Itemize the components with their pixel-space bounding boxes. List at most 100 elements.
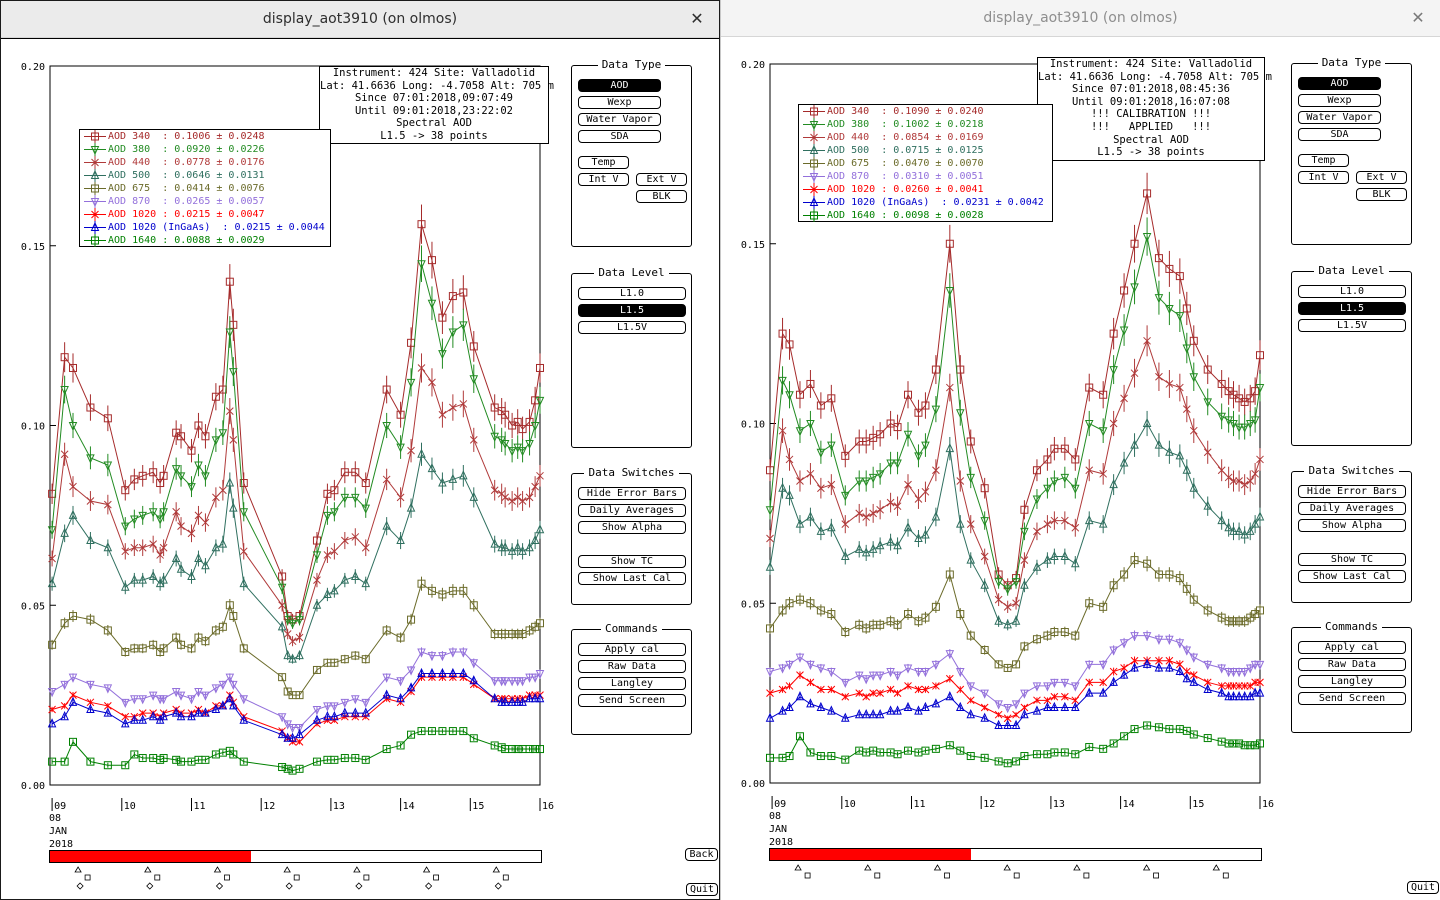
- blk-button[interactable]: BLK: [1356, 188, 1407, 201]
- data-point: [862, 692, 871, 701]
- data-point: [914, 705, 923, 715]
- data-point: [904, 682, 912, 690]
- data-point: [438, 410, 447, 419]
- langley-button[interactable]: Langley: [1298, 675, 1406, 688]
- aod-button[interactable]: AOD: [1298, 77, 1381, 90]
- data-point: [1071, 682, 1080, 692]
- l1-5v-button[interactable]: L1.5V: [578, 321, 686, 334]
- legend-stat: : 0.1090 ± 0.0240: [869, 106, 984, 117]
- legend-stat: : 0.1006 ± 0.0248: [150, 131, 265, 142]
- l1-5v-button[interactable]: L1.5V: [1298, 319, 1406, 332]
- data-point: [1020, 689, 1029, 699]
- data-point: [438, 652, 447, 662]
- int-v-button[interactable]: Int V: [1298, 171, 1349, 184]
- close-icon[interactable]: ✕: [1411, 8, 1425, 27]
- daily-averages-button[interactable]: Daily Averages: [1298, 502, 1406, 515]
- legend-stat: : 0.0414 ± 0.0076: [150, 183, 265, 194]
- data-point: [229, 612, 238, 621]
- temp-button[interactable]: Temp: [1298, 154, 1349, 167]
- show-alpha-button[interactable]: Show Alpha: [1298, 519, 1406, 532]
- raw-data-button[interactable]: Raw Data: [578, 660, 686, 673]
- data-point: [396, 534, 405, 545]
- info-line: Since 07:01:2018,09:07:49: [354, 92, 514, 105]
- data-point: [904, 610, 913, 619]
- data-point: [886, 536, 895, 546]
- ext-v-button[interactable]: Ext V: [636, 173, 687, 186]
- water-vapor-button[interactable]: Water Vapor: [1298, 111, 1381, 124]
- legend: AOD 340 : 0.1006 ± 0.0248 AOD 380 : 0.092…: [79, 129, 331, 247]
- titlebar[interactable]: display_aot3910 (on olmos) ✕: [721, 0, 1440, 37]
- show-alpha-button[interactable]: Show Alpha: [578, 521, 686, 534]
- apply-cal-button[interactable]: Apply cal: [578, 643, 686, 656]
- data-point: [225, 693, 235, 703]
- data-point: [351, 493, 360, 504]
- legend-entry-aod-500: AOD 500 : 0.0646 ± 0.0131: [80, 169, 330, 182]
- data-point: [459, 648, 468, 658]
- int-v-button[interactable]: Int V: [578, 173, 629, 186]
- l1-5-button[interactable]: L1.5: [578, 304, 686, 317]
- y-tick-label: 0.00: [741, 779, 765, 790]
- data-point: [966, 752, 975, 761]
- langley-button[interactable]: Langley: [578, 677, 686, 690]
- l1-0-button[interactable]: L1.0: [578, 287, 686, 300]
- back-button[interactable]: Back: [685, 848, 718, 861]
- l1-0-button[interactable]: L1.0: [1298, 285, 1406, 298]
- water-vapor-button[interactable]: Water Vapor: [578, 113, 661, 126]
- quit-button[interactable]: Quit: [1407, 881, 1439, 894]
- data-point: [1229, 682, 1238, 690]
- quit-button[interactable]: Quit: [686, 883, 718, 896]
- data-point: [1251, 469, 1259, 478]
- data-point: [1229, 477, 1238, 485]
- send-screen-button[interactable]: Send Screen: [578, 694, 686, 707]
- legend-name: AOD 1020 (InGaAs): [108, 222, 211, 233]
- data-point: [806, 511, 815, 521]
- data-point: [229, 436, 238, 444]
- data-point: [1224, 522, 1233, 532]
- data-point: [60, 711, 69, 721]
- hide-error-bars-button[interactable]: Hide Error Bars: [578, 487, 686, 500]
- data-point: [323, 702, 332, 712]
- blk-button[interactable]: BLK: [636, 190, 687, 203]
- series-aod-340: [766, 172, 1264, 593]
- show-last-cal-button[interactable]: Show Last Cal: [1298, 570, 1406, 583]
- legend-stat: : 0.0310 ± 0.0051: [869, 171, 984, 182]
- titlebar[interactable]: display_aot3910 (on olmos) ✕: [1, 1, 719, 38]
- aod-button[interactable]: AOD: [578, 79, 661, 92]
- series-aod-1640: [766, 721, 1264, 768]
- close-icon[interactable]: ✕: [690, 9, 704, 28]
- show-tc-button[interactable]: Show TC: [578, 555, 686, 568]
- daily-averages-button[interactable]: Daily Averages: [578, 504, 686, 517]
- data-point: [1071, 558, 1080, 568]
- send-screen-button[interactable]: Send Screen: [1298, 692, 1406, 705]
- sda-button[interactable]: SDA: [578, 130, 661, 143]
- show-tc-button[interactable]: Show TC: [1298, 553, 1406, 566]
- show-last-cal-button[interactable]: Show Last Cal: [578, 572, 686, 585]
- apply-cal-button[interactable]: Apply cal: [1298, 641, 1406, 654]
- temp-button[interactable]: Temp: [578, 156, 629, 169]
- l1-5-button[interactable]: L1.5: [1298, 302, 1406, 315]
- legend-entry-aod-440: AOD 440 : 0.0778 ± 0.0176: [80, 156, 330, 169]
- data-point: [1032, 561, 1042, 571]
- data-point: [903, 430, 913, 440]
- data-point: [177, 432, 186, 441]
- panel-data-switches: Data Switches Hide Error Bars Daily Averag…: [571, 466, 692, 605]
- data-point: [138, 754, 147, 763]
- panel-data-type: Data Type AOD Wexp Water Vapor SDA Temp Int V E…: [571, 58, 692, 247]
- ext-v-button[interactable]: Ext V: [1356, 171, 1407, 184]
- legend-symbol: [91, 210, 99, 219]
- sda-button[interactable]: SDA: [1298, 128, 1381, 141]
- data-point: [507, 677, 517, 687]
- hide-error-bars-button[interactable]: Hide Error Bars: [1298, 485, 1406, 498]
- raw-data-button[interactable]: Raw Data: [1298, 658, 1406, 671]
- data-point: [194, 461, 203, 471]
- data-point: [130, 574, 139, 584]
- data-point: [966, 554, 976, 564]
- wexp-button[interactable]: Wexp: [1298, 94, 1381, 107]
- data-point: [225, 601, 234, 610]
- timeline-bar[interactable]: [769, 848, 1262, 861]
- wexp-button[interactable]: Wexp: [578, 96, 661, 109]
- timeline-triangle-marker: [492, 866, 501, 873]
- timeline-bar[interactable]: [49, 850, 542, 863]
- data-point: [130, 475, 139, 484]
- data-point: [295, 723, 304, 734]
